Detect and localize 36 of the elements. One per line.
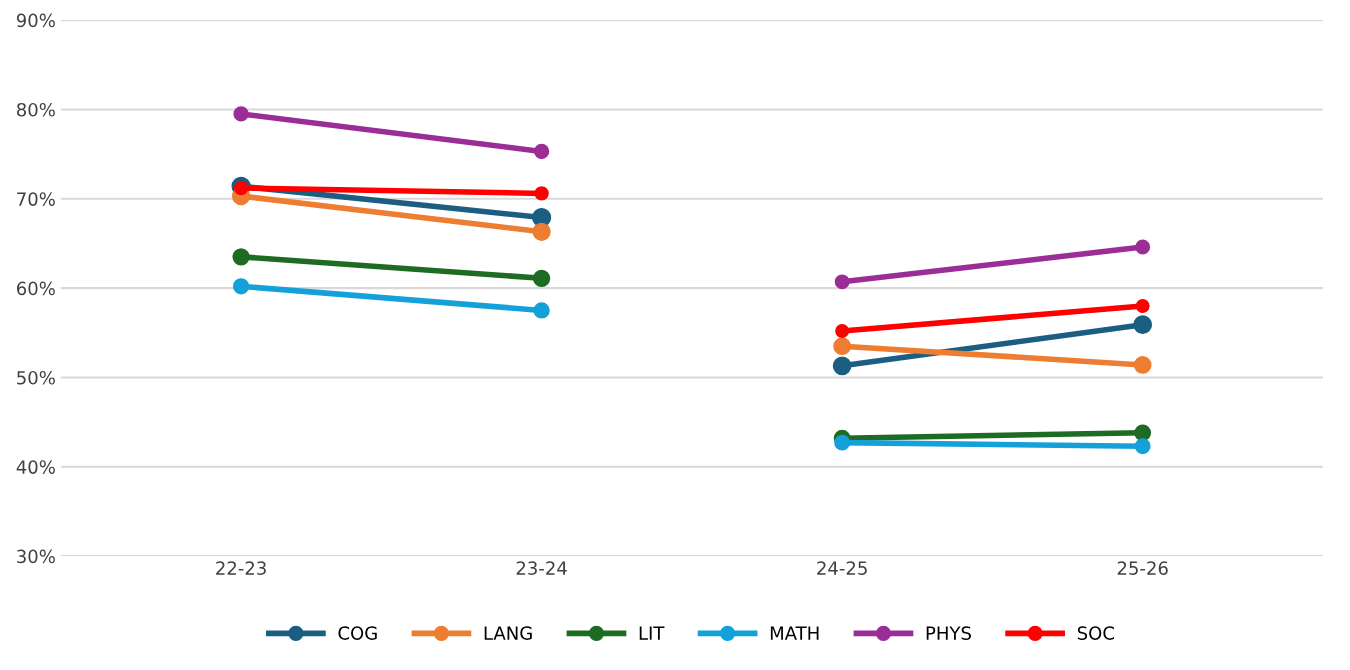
point (835, 324, 850, 338)
point (232, 278, 250, 295)
y-tick-label: 50% (17, 370, 55, 385)
point (534, 186, 549, 201)
y-tick-label: 60% (17, 281, 55, 296)
legend-label: PHYS (926, 626, 971, 640)
x-tick-label: 25-26 (1117, 561, 1168, 575)
legend-label: LANG (484, 626, 532, 640)
legend-label: MATH (770, 626, 819, 640)
point (1133, 356, 1152, 374)
point (1135, 299, 1150, 313)
point (1135, 239, 1151, 255)
point (233, 106, 249, 122)
point (834, 434, 851, 451)
point (1134, 438, 1151, 455)
legend-label: COG (338, 626, 377, 640)
point (833, 337, 852, 356)
point (532, 269, 551, 287)
y-tick-label: 70% (17, 192, 55, 206)
point (532, 222, 551, 241)
point (533, 143, 550, 160)
point (832, 356, 852, 376)
y-tick-label: 80% (16, 102, 55, 117)
point (834, 274, 850, 290)
y-tick-label: 30% (17, 549, 55, 564)
point (1134, 424, 1152, 442)
point (533, 302, 550, 319)
point (232, 248, 250, 266)
legend-label: LIT (639, 626, 665, 640)
x-tick-label: 23-24 (516, 561, 567, 575)
y-tick-label: 90% (16, 13, 55, 28)
x-tick-label: 22-23 (216, 561, 266, 575)
x-tick-label: 24-25 (817, 561, 867, 575)
point (1133, 315, 1153, 335)
legend-label: SOC (1077, 626, 1114, 640)
y-tick-label: 40% (16, 460, 55, 474)
